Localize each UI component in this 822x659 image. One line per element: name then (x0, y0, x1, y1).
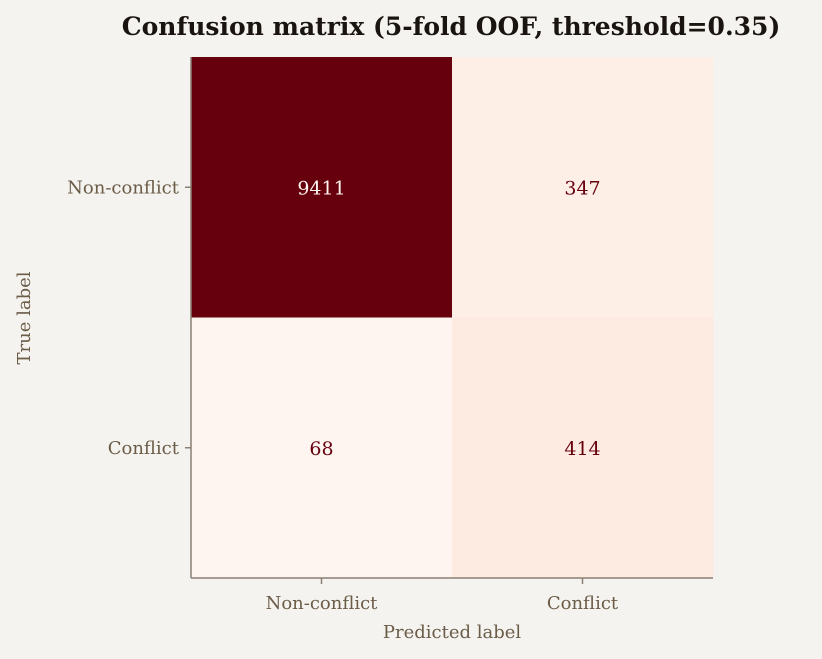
heatmap-cell-r1-c0 (191, 317, 453, 579)
y-tick-label: Non-conflict (67, 177, 180, 198)
y-axis-label: True label (14, 271, 35, 364)
heatmap-cell-r0-c1 (452, 57, 714, 318)
heatmap-cell-r1-c1 (452, 317, 714, 579)
axis-ticks: Non-conflict Conflict Non-conflict Conflict (67, 177, 619, 614)
cell-value-label: 414 (564, 438, 600, 460)
y-tick-label: Conflict (108, 438, 180, 459)
x-axis-label: Predicted label (383, 622, 522, 643)
cell-value-label: 9411 (297, 177, 345, 199)
heatmap-cells: 9411 347 68 414 (191, 57, 714, 579)
heatmap-cell-r0-c0 (191, 57, 453, 318)
x-tick-label: Conflict (547, 593, 619, 614)
cell-value-label: 68 (309, 438, 333, 460)
chart-title: Confusion matrix (5-fold OOF, threshold=… (122, 12, 781, 41)
cell-value-label: 347 (564, 177, 600, 199)
x-tick-label: Non-conflict (266, 593, 379, 614)
